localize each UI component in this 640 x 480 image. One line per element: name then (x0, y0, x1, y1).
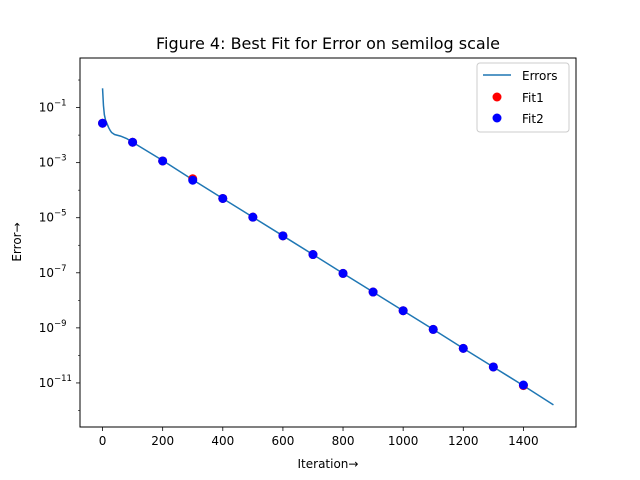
y-axis-label: Error→ (10, 222, 24, 261)
y-tick-exponent: −1 (54, 99, 67, 109)
x-tick-label: 1400 (508, 434, 539, 448)
axes-frame (79, 57, 577, 428)
y-tick-exponent: −11 (54, 374, 72, 384)
chart-title: Figure 4: Best Fit for Error on semilog … (156, 34, 500, 53)
x-axis: 0 200 400 600 800 1000 1200 1400 (99, 427, 539, 448)
data-point-fit2 (128, 137, 138, 147)
y-tick-label: 10 (39, 101, 54, 115)
y-tick-label: 10 (39, 156, 54, 170)
x-tick-label: 1200 (448, 434, 479, 448)
data-point-fit2 (158, 156, 168, 166)
legend-fit2-swatch (492, 113, 502, 123)
data-point-fit2 (188, 175, 198, 185)
legend: Errors Fit1 Fit2 (476, 62, 570, 133)
data-point-fit2 (488, 362, 498, 372)
legend-fit2-label: Fit2 (522, 112, 544, 126)
data-point-fit2 (248, 212, 258, 222)
y-tick-label: 10 (39, 376, 54, 390)
legend-errors-label: Errors (522, 69, 558, 83)
data-point-fit2 (458, 343, 468, 353)
x-tick-label: 1000 (388, 434, 419, 448)
x-axis-label: Iteration→ (298, 457, 359, 471)
x-tick-label: 0 (99, 434, 107, 448)
data-point-fit2 (308, 250, 318, 260)
x-tick-label: 800 (332, 434, 355, 448)
data-point-fit2 (368, 287, 378, 297)
data-point-fit2 (398, 306, 408, 316)
y-tick-exponent: −7 (54, 264, 67, 274)
data-point-fit2 (98, 118, 108, 128)
plot-area (98, 88, 554, 406)
y-tick-label: 10 (39, 266, 54, 280)
data-point-fit2 (278, 231, 288, 241)
y-tick-exponent: −9 (54, 319, 67, 329)
series-line-errors (101, 88, 554, 406)
data-point-fit2 (218, 193, 228, 203)
y-tick-exponent: −3 (54, 154, 67, 164)
y-tick-exponent: −5 (54, 209, 67, 219)
data-point-fit2 (518, 380, 528, 390)
data-point-fit2 (428, 324, 438, 334)
legend-fit1-label: Fit1 (522, 91, 544, 105)
x-tick-label: 200 (151, 434, 174, 448)
data-point-fit2 (338, 268, 348, 278)
legend-fit1-swatch (492, 92, 502, 102)
x-tick-label: 600 (271, 434, 294, 448)
y-tick-label: 10 (39, 211, 54, 225)
y-tick-label: 10 (39, 321, 54, 335)
x-tick-label: 400 (211, 434, 234, 448)
